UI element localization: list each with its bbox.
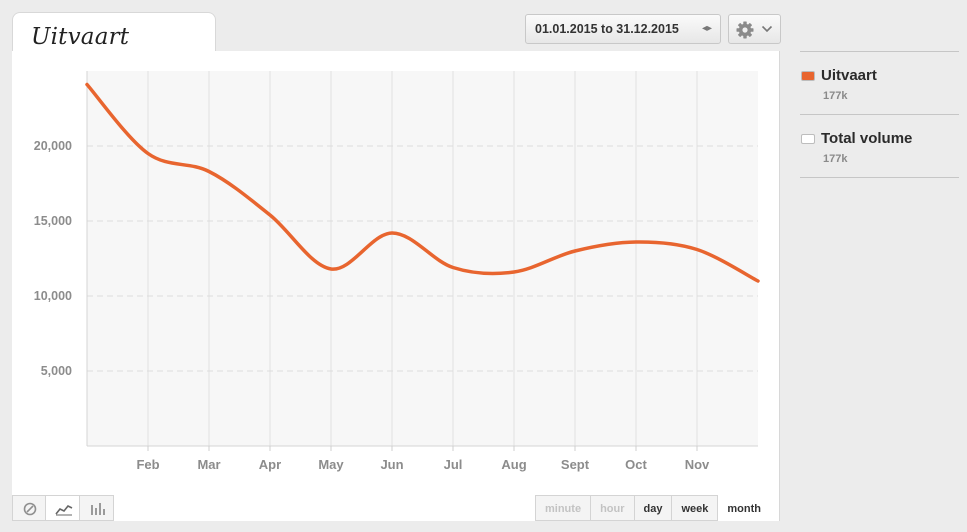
legend-item-total-volume[interactable]: Total volume 177k — [800, 115, 959, 177]
legend-swatch — [801, 71, 815, 81]
granularity-month[interactable]: month — [718, 495, 772, 521]
x-tick-label: Apr — [259, 457, 281, 472]
x-tick-label: Jul — [444, 457, 463, 472]
view-mode-bar — [12, 495, 114, 521]
x-axis-ticks: Feb Mar Apr May Jun Jul Aug Sept Oct Nov — [136, 446, 710, 472]
y-tick-label: 15,000 — [34, 214, 72, 228]
granularity-week[interactable]: week — [672, 495, 719, 521]
y-axis-ticks: 5,000 10,000 15,000 20,000 — [34, 139, 72, 378]
legend-series-name: Uitvaart — [821, 67, 877, 84]
x-tick-label: Feb — [136, 457, 159, 472]
x-tick-label: Nov — [685, 457, 710, 472]
date-range-picker[interactable]: 01.01.2015 to 31.12.2015 ◂▸ — [525, 14, 721, 44]
line-chart: 5,000 10,000 15,000 20,000 Feb Mar Apr May Jun J… — [34, 71, 760, 472]
bar-view-button[interactable] — [80, 495, 114, 521]
granularity-minute[interactable]: minute — [535, 495, 592, 521]
date-range-label: 01.01.2015 to 31.12.2015 — [535, 22, 679, 36]
legend-series-total: 177k — [823, 153, 848, 165]
compare-circle-icon — [23, 502, 37, 516]
legend-divider — [800, 51, 959, 52]
series-line-uitvaart — [85, 82, 760, 283]
chart-series — [85, 82, 760, 283]
x-tick-label: Mar — [197, 457, 220, 472]
area-view-button[interactable] — [46, 495, 80, 521]
legend-divider — [800, 114, 959, 115]
chart-grid — [86, 71, 758, 447]
left-right-arrows-icon: ◂▸ — [701, 23, 712, 34]
chart-title: Uitvaart — [31, 24, 130, 50]
gear-icon — [736, 21, 754, 39]
settings-button[interactable] — [728, 14, 781, 44]
x-tick-label: Sept — [561, 457, 590, 472]
granularity-selector: minute hour day week month — [535, 495, 772, 521]
chart-legend: Uitvaart 177k Total volume 177k — [800, 51, 959, 178]
bar-chart-icon — [91, 503, 105, 515]
legend-series-total: 177k — [823, 90, 848, 102]
y-tick-label: 20,000 — [34, 139, 72, 153]
plot-area — [87, 71, 758, 446]
y-tick-label: 5,000 — [41, 364, 72, 378]
x-tick-label: May — [318, 457, 344, 472]
chart-tab: Uitvaart — [12, 12, 216, 56]
chevron-down-icon — [761, 25, 773, 33]
legend-item-uitvaart[interactable]: Uitvaart 177k — [800, 52, 959, 114]
x-tick-label: Jun — [380, 457, 403, 472]
x-tick-label: Oct — [625, 457, 647, 472]
legend-series-name: Total volume — [821, 130, 913, 147]
y-tick-label: 10,000 — [34, 289, 72, 303]
compare-view-button[interactable] — [12, 495, 46, 521]
granularity-day[interactable]: day — [634, 495, 673, 521]
legend-swatch — [801, 134, 815, 144]
legend-divider — [800, 177, 959, 178]
area-chart-icon — [55, 504, 73, 516]
granularity-hour[interactable]: hour — [591, 495, 635, 521]
x-tick-label: Aug — [501, 457, 526, 472]
